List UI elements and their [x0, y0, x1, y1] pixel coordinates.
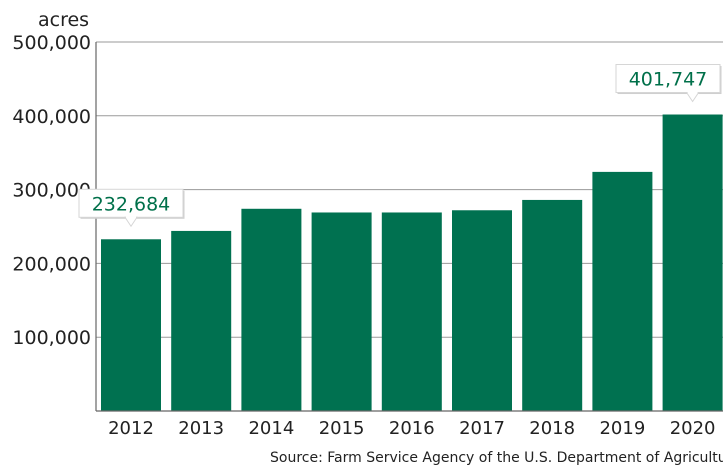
- bar-2012: [101, 239, 161, 411]
- bar-2020: [662, 114, 723, 411]
- x-tick-label: 2012: [108, 418, 154, 439]
- x-tick-label: 2013: [178, 418, 224, 439]
- source-note: Source: Farm Service Agency of the U.S. …: [270, 450, 723, 466]
- x-tick-label: 2015: [319, 418, 365, 439]
- y-tick-label: 500,000: [12, 32, 91, 54]
- x-tick-label: 2016: [389, 418, 435, 439]
- y-axis-unit-label: acres: [38, 9, 89, 31]
- axes: [95, 42, 723, 412]
- bar-2015: [311, 212, 372, 411]
- bar-2018: [522, 199, 583, 411]
- y-axis-ticks: 100,000 200,000 300,000 400,000 500,000: [12, 32, 91, 349]
- bar-2016: [381, 212, 442, 411]
- bar-2017: [452, 210, 512, 411]
- callout-pointer: [685, 92, 700, 103]
- bar-2014: [241, 208, 302, 411]
- data-label-2020: 401,747: [629, 69, 708, 91]
- x-tick-label: 2020: [670, 418, 716, 439]
- callout-box: [615, 64, 721, 94]
- callout-pointer: [124, 216, 138, 228]
- x-tick-label: 2018: [529, 418, 575, 439]
- x-tick-label: 2019: [599, 418, 645, 439]
- bars: [101, 114, 723, 411]
- data-label-2012: 232,684: [92, 193, 171, 215]
- callout-2012: 232,684: [78, 188, 185, 228]
- callout-box: [78, 188, 184, 218]
- callouts: 232,684 401,747: [78, 64, 722, 228]
- y-tick-label: 200,000: [12, 253, 91, 275]
- x-tick-label: 2017: [459, 418, 505, 439]
- bar-2019: [592, 171, 653, 411]
- callout-2020: 401,747: [615, 64, 722, 103]
- x-axis-ticks: 2012 2013 2014 2015 2016 2017 2018 2019 2020: [108, 418, 715, 439]
- y-tick-label: 400,000: [12, 106, 91, 128]
- bar-2013: [171, 230, 232, 411]
- y-tick-label: 100,000: [12, 327, 91, 349]
- x-tick-label: 2014: [248, 418, 294, 439]
- y-tick-label: 300,000: [12, 180, 91, 202]
